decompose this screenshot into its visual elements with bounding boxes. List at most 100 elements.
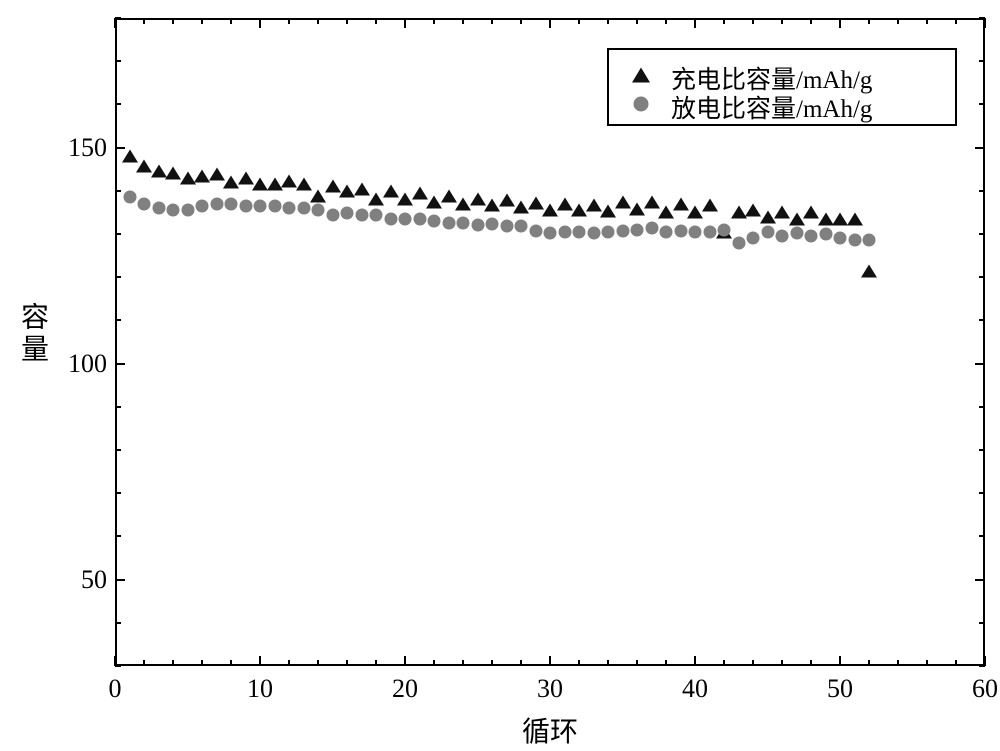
x-minor-tick xyxy=(781,660,783,666)
x-minor-tick xyxy=(143,18,145,24)
x-minor-tick xyxy=(926,18,928,24)
data-point-discharge xyxy=(123,191,136,204)
y-minor-tick xyxy=(115,103,121,105)
x-minor-tick xyxy=(317,660,319,666)
data-point-discharge xyxy=(225,197,238,210)
data-point-discharge xyxy=(689,225,702,238)
x-minor-tick xyxy=(230,660,232,666)
data-point-discharge xyxy=(631,223,644,236)
data-point-discharge xyxy=(587,227,600,240)
y-minor-tick xyxy=(115,492,121,494)
x-minor-tick xyxy=(636,18,638,24)
y-minor-tick xyxy=(979,665,985,667)
data-point-charge xyxy=(847,212,863,225)
x-minor-tick xyxy=(201,18,203,24)
x-minor-tick xyxy=(143,660,145,666)
data-point-discharge xyxy=(819,228,832,241)
x-minor-tick xyxy=(926,660,928,666)
y-tick xyxy=(115,363,125,365)
data-point-discharge xyxy=(805,230,818,243)
x-minor-tick xyxy=(723,660,725,666)
x-minor-tick xyxy=(955,660,957,666)
y-minor-tick xyxy=(979,406,985,408)
data-point-discharge xyxy=(239,199,252,212)
x-minor-tick xyxy=(375,660,377,666)
data-point-discharge xyxy=(254,199,267,212)
data-point-charge xyxy=(702,198,718,211)
data-point-discharge xyxy=(486,218,499,231)
data-point-discharge xyxy=(848,234,861,247)
y-tick xyxy=(975,363,985,365)
x-minor-tick xyxy=(346,18,348,24)
x-minor-tick xyxy=(607,18,609,24)
x-minor-tick xyxy=(230,18,232,24)
x-axis-label: 循环 xyxy=(450,710,650,750)
x-tick xyxy=(694,656,696,666)
data-point-charge xyxy=(296,177,312,190)
x-minor-tick xyxy=(897,660,899,666)
x-tick-label: 0 xyxy=(109,674,122,704)
x-tick xyxy=(694,18,696,28)
x-tick xyxy=(839,656,841,666)
data-point-discharge xyxy=(413,212,426,225)
y-minor-tick xyxy=(979,17,985,19)
y-minor-tick xyxy=(979,535,985,537)
y-minor-tick xyxy=(979,190,985,192)
x-minor-tick xyxy=(520,660,522,666)
x-tick xyxy=(404,18,406,28)
legend-label: 放电比容量/mAh/g xyxy=(671,89,872,125)
data-point-discharge xyxy=(138,197,151,210)
y-tick-label: 150 xyxy=(47,133,107,163)
x-minor-tick xyxy=(752,18,754,24)
y-minor-tick xyxy=(115,60,121,62)
data-point-discharge xyxy=(616,224,629,237)
data-point-charge xyxy=(861,264,877,277)
x-tick xyxy=(114,18,116,28)
data-point-discharge xyxy=(167,204,180,217)
y-minor-tick xyxy=(979,60,985,62)
y-tick xyxy=(115,579,125,581)
x-minor-tick xyxy=(810,18,812,24)
y-minor-tick xyxy=(115,319,121,321)
data-point-discharge xyxy=(544,227,557,240)
data-point-discharge xyxy=(428,215,441,228)
data-point-discharge xyxy=(602,225,615,238)
x-minor-tick xyxy=(491,18,493,24)
data-point-discharge xyxy=(297,202,310,215)
y-minor-tick xyxy=(115,449,121,451)
x-minor-tick xyxy=(317,18,319,24)
x-minor-tick xyxy=(520,18,522,24)
x-minor-tick xyxy=(462,660,464,666)
x-minor-tick xyxy=(462,18,464,24)
data-point-discharge xyxy=(312,204,325,217)
x-tick xyxy=(404,656,406,666)
x-tick xyxy=(259,18,261,28)
y-minor-tick xyxy=(115,665,121,667)
y-minor-tick xyxy=(979,103,985,105)
x-tick-label: 20 xyxy=(392,674,418,704)
x-minor-tick xyxy=(897,18,899,24)
y-minor-tick xyxy=(979,233,985,235)
data-point-discharge xyxy=(703,225,716,238)
x-minor-tick xyxy=(433,18,435,24)
x-minor-tick xyxy=(665,18,667,24)
data-point-discharge xyxy=(442,217,455,230)
x-minor-tick xyxy=(578,18,580,24)
y-tick xyxy=(975,147,985,149)
data-point-discharge xyxy=(732,236,745,249)
y-tick xyxy=(115,147,125,149)
y-minor-tick xyxy=(115,233,121,235)
data-point-discharge xyxy=(529,224,542,237)
data-point-discharge xyxy=(790,227,803,240)
data-point-discharge xyxy=(268,199,281,212)
x-minor-tick xyxy=(607,660,609,666)
data-point-discharge xyxy=(761,225,774,238)
x-minor-tick xyxy=(433,660,435,666)
y-minor-tick xyxy=(115,622,121,624)
data-point-discharge xyxy=(210,197,223,210)
y-minor-tick xyxy=(979,276,985,278)
y-minor-tick xyxy=(979,319,985,321)
x-minor-tick xyxy=(636,660,638,666)
y-minor-tick xyxy=(115,17,121,19)
x-tick xyxy=(549,18,551,28)
